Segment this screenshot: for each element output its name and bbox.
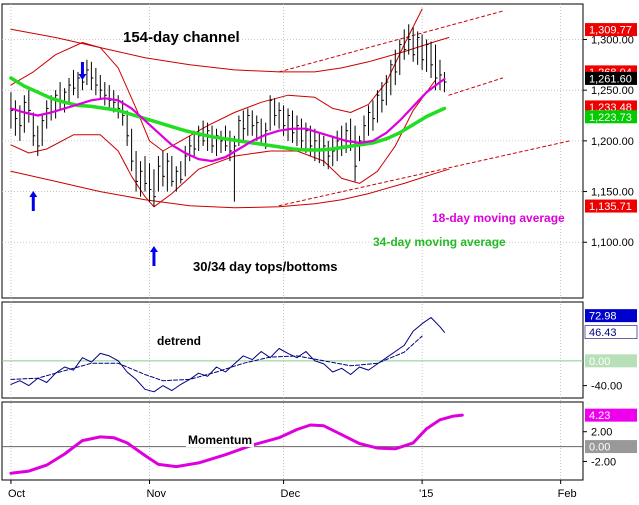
y-tick-label: 2.00 [591, 427, 612, 439]
badge-label: 0.00 [589, 356, 610, 368]
momentum-frame [1, 401, 584, 481]
badge-bg [585, 354, 637, 368]
badge-label: 1,261.60 [589, 73, 632, 85]
y-tick-label: 1,200.00 [591, 136, 634, 148]
y-tick-label: -2.00 [591, 456, 616, 468]
moving-average-lines [9, 76, 447, 163]
badge-bg [585, 199, 637, 213]
x-tick-label: Nov [146, 488, 166, 500]
annotations: 154-day channel 18-day moving average 34… [123, 29, 565, 274]
ma18-line [9, 77, 446, 163]
badge-bg [585, 440, 637, 454]
badge-bg [584, 325, 638, 339]
price-panel: 154-day channel 18-day moving average 34… [9, 8, 571, 274]
arrow-head [149, 246, 158, 252]
badge-bg [585, 23, 637, 37]
annotation-cycle-tops-bottoms: 30/34 day tops/bottoms [193, 259, 337, 274]
value-badge: 46.43 [584, 325, 638, 339]
y-tick-label: 1,150.00 [591, 187, 634, 199]
detrend-panel: detrend [2, 317, 583, 393]
price-frame [1, 3, 584, 299]
badge-bg [585, 71, 637, 85]
badge-label: 4.23 [589, 410, 610, 422]
badge-label: 0.00 [589, 442, 610, 454]
channel-upper-projection [278, 10, 504, 73]
value-badge: 1,261.60 [585, 71, 637, 85]
badge-bg [585, 408, 637, 422]
value-badge: 1,309.77 [585, 23, 637, 37]
x-tick-label: Feb [558, 488, 577, 500]
value-badge: 0.00 [585, 354, 637, 368]
arrow-up-1 [29, 191, 38, 211]
y-tick-label: 1,100.00 [591, 237, 634, 249]
y-tick-label: 1,300.00 [591, 34, 634, 46]
cycle-band-lower-line [10, 79, 436, 208]
badge-bg [585, 309, 637, 323]
badge-label: 1,309.77 [589, 25, 632, 37]
x-tick-label: Oct [8, 488, 25, 500]
x-axis-ticks: Oct Nov Dec '15 Feb [8, 480, 577, 500]
detrend-label: detrend [157, 334, 201, 348]
cycle-arrows [29, 62, 158, 266]
channel-middle-projection [448, 77, 504, 96]
arrow-up-2 [149, 246, 158, 266]
badge-label: 72.98 [589, 311, 617, 323]
channel-lower-projection [278, 140, 571, 207]
arrow-head [29, 191, 38, 197]
momentum-label-bg [186, 432, 254, 447]
value-badge: 1,223.73 [585, 110, 637, 124]
y-tick-label: 1,250.00 [591, 85, 634, 97]
value-badge: 1,135.71 [585, 199, 637, 213]
x-tick-label: '15 [419, 488, 433, 500]
detrend-lines [2, 317, 583, 393]
badge-label: 1,135.71 [589, 201, 632, 213]
y-axis-ticks: 1,300.00 1,250.00 1,200.00 1,150.00 1,100.00… [583, 34, 634, 468]
arrow-head [78, 74, 87, 80]
annotation-ma18: 18-day moving average [432, 211, 565, 225]
arrow-down-0 [78, 62, 87, 80]
axes: Oct Nov Dec '15 Feb 1,300.00 1,250.00 1,200.00… [8, 23, 638, 500]
detrend-line [10, 317, 445, 393]
value-badges: 1,309.771,268.041,261.601,233.481,223.73… [584, 23, 638, 454]
ma34-line [9, 76, 447, 152]
momentum-label: Momentum [188, 433, 252, 447]
momentum-panel: Momentum [2, 413, 583, 475]
badge-label: 46.43 [589, 327, 617, 339]
x-tick-label: Dec [281, 488, 301, 500]
detrend-frame [1, 301, 584, 399]
badge-bg [585, 100, 637, 114]
badge-label: 1,223.73 [589, 112, 632, 124]
value-badge: 0.00 [585, 440, 637, 454]
badge-bg [585, 110, 637, 124]
value-badge: 4.23 [585, 408, 637, 422]
value-badge: 72.98 [585, 309, 637, 323]
annotation-channel: 154-day channel [123, 29, 240, 46]
annotation-ma34: 34-day moving average [373, 235, 506, 249]
y-tick-label: -40.00 [591, 381, 622, 393]
channel-lower-line [10, 168, 450, 209]
detrend-smooth-line [10, 335, 423, 382]
